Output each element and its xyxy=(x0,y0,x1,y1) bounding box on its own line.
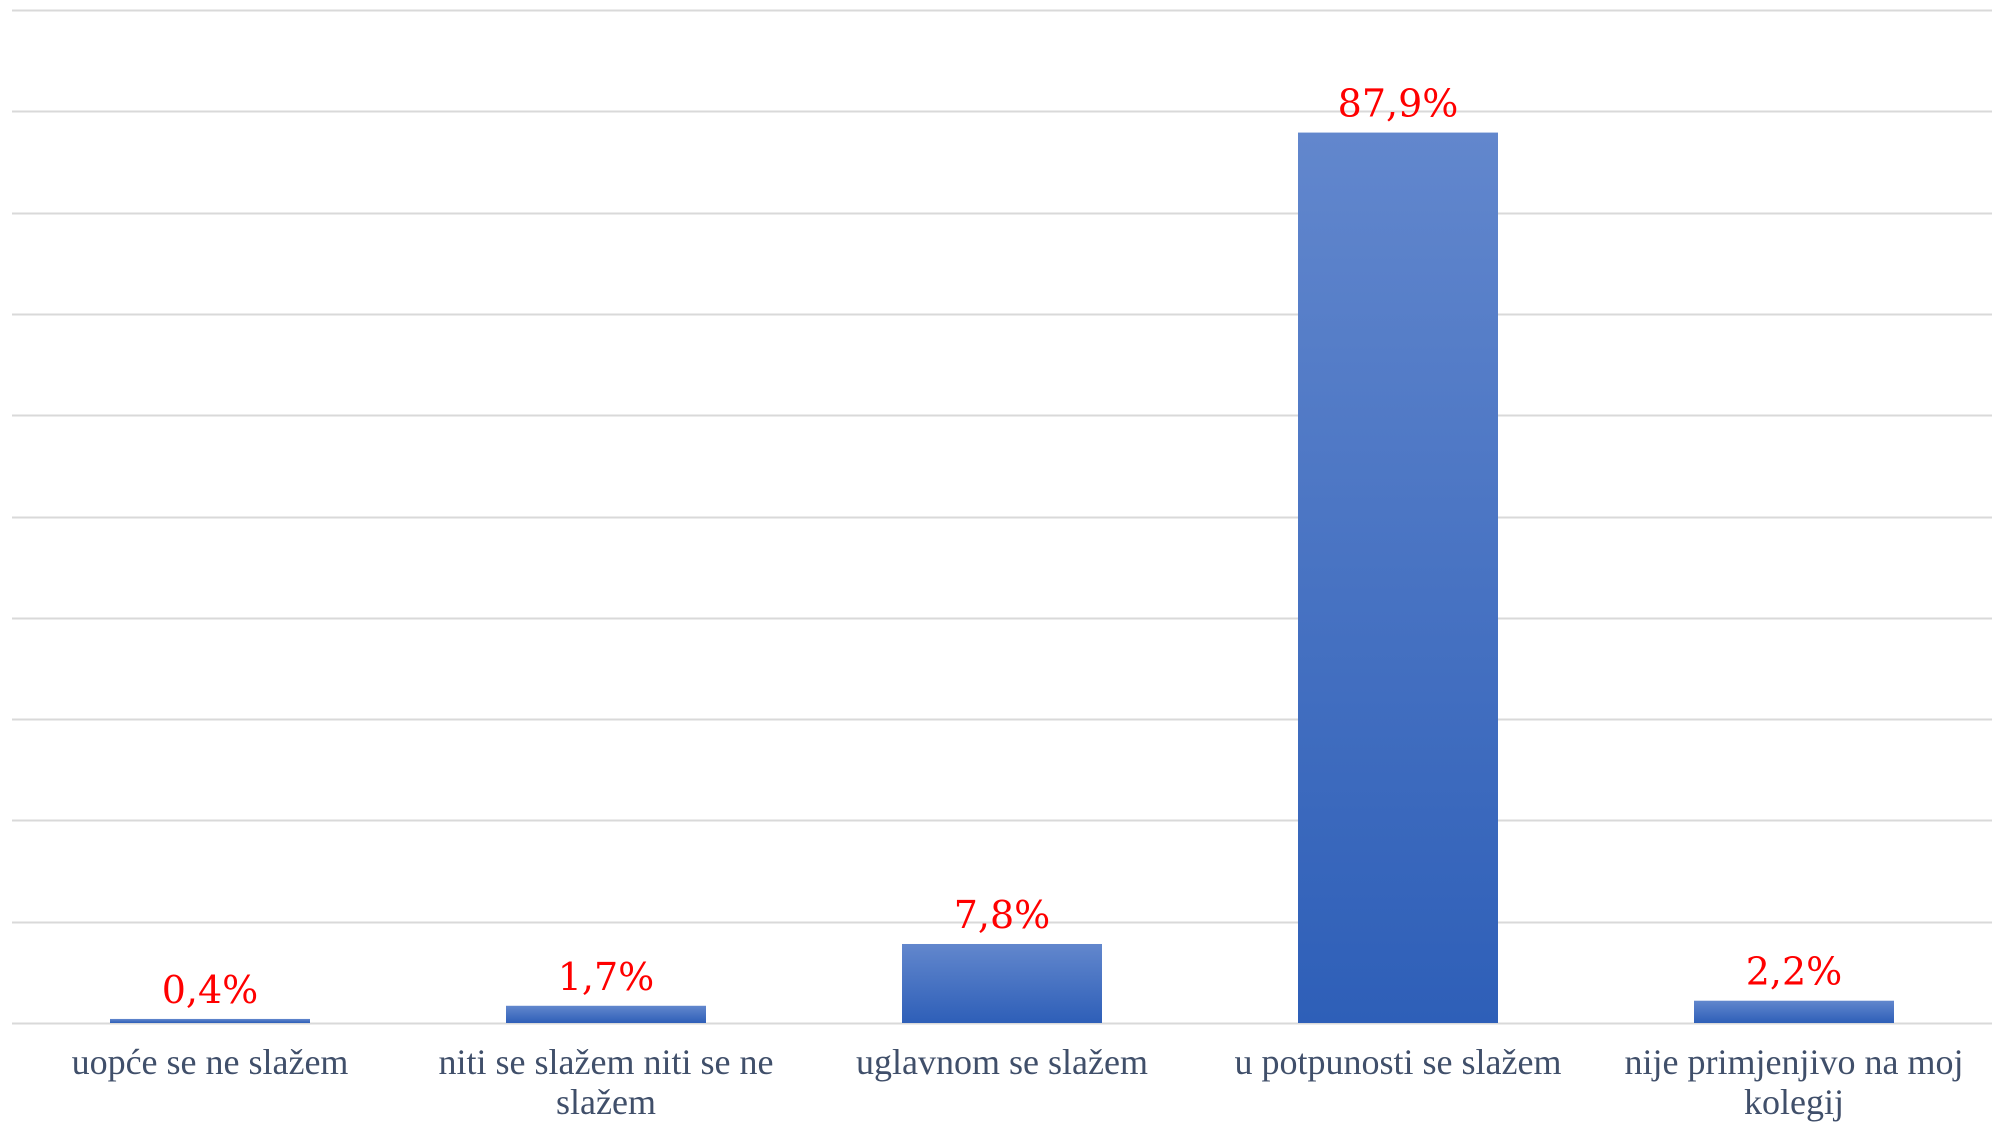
bar xyxy=(506,1005,706,1023)
data-label: 1,7% xyxy=(558,955,655,999)
data-label: 2,2% xyxy=(1746,950,1843,994)
bars xyxy=(110,132,1894,1023)
data-label: 87,9% xyxy=(1338,82,1459,126)
gridlines xyxy=(12,9,1992,1025)
category-label: uopće se ne slažem xyxy=(72,1042,349,1082)
category-labels: uopće se ne slažem niti se slažem niti se… xyxy=(72,1042,1964,1122)
category-label: nije primjenjivo na moj kolegij xyxy=(1625,1042,1964,1122)
data-labels: 0,4% 1,7% 7,8% 87,9% 2,2% xyxy=(162,82,1843,1012)
category-label: u potpunosti se slažem xyxy=(1235,1042,1562,1082)
data-label: 0,4% xyxy=(162,968,259,1012)
bar xyxy=(902,943,1102,1023)
data-label: 7,8% xyxy=(954,893,1051,937)
bar xyxy=(110,1018,310,1023)
bar xyxy=(1694,1000,1894,1023)
category-label: uglavnom se slažem xyxy=(856,1042,1148,1082)
bar xyxy=(1298,132,1498,1023)
category-label: niti se slažem niti se ne slažem xyxy=(439,1042,774,1122)
